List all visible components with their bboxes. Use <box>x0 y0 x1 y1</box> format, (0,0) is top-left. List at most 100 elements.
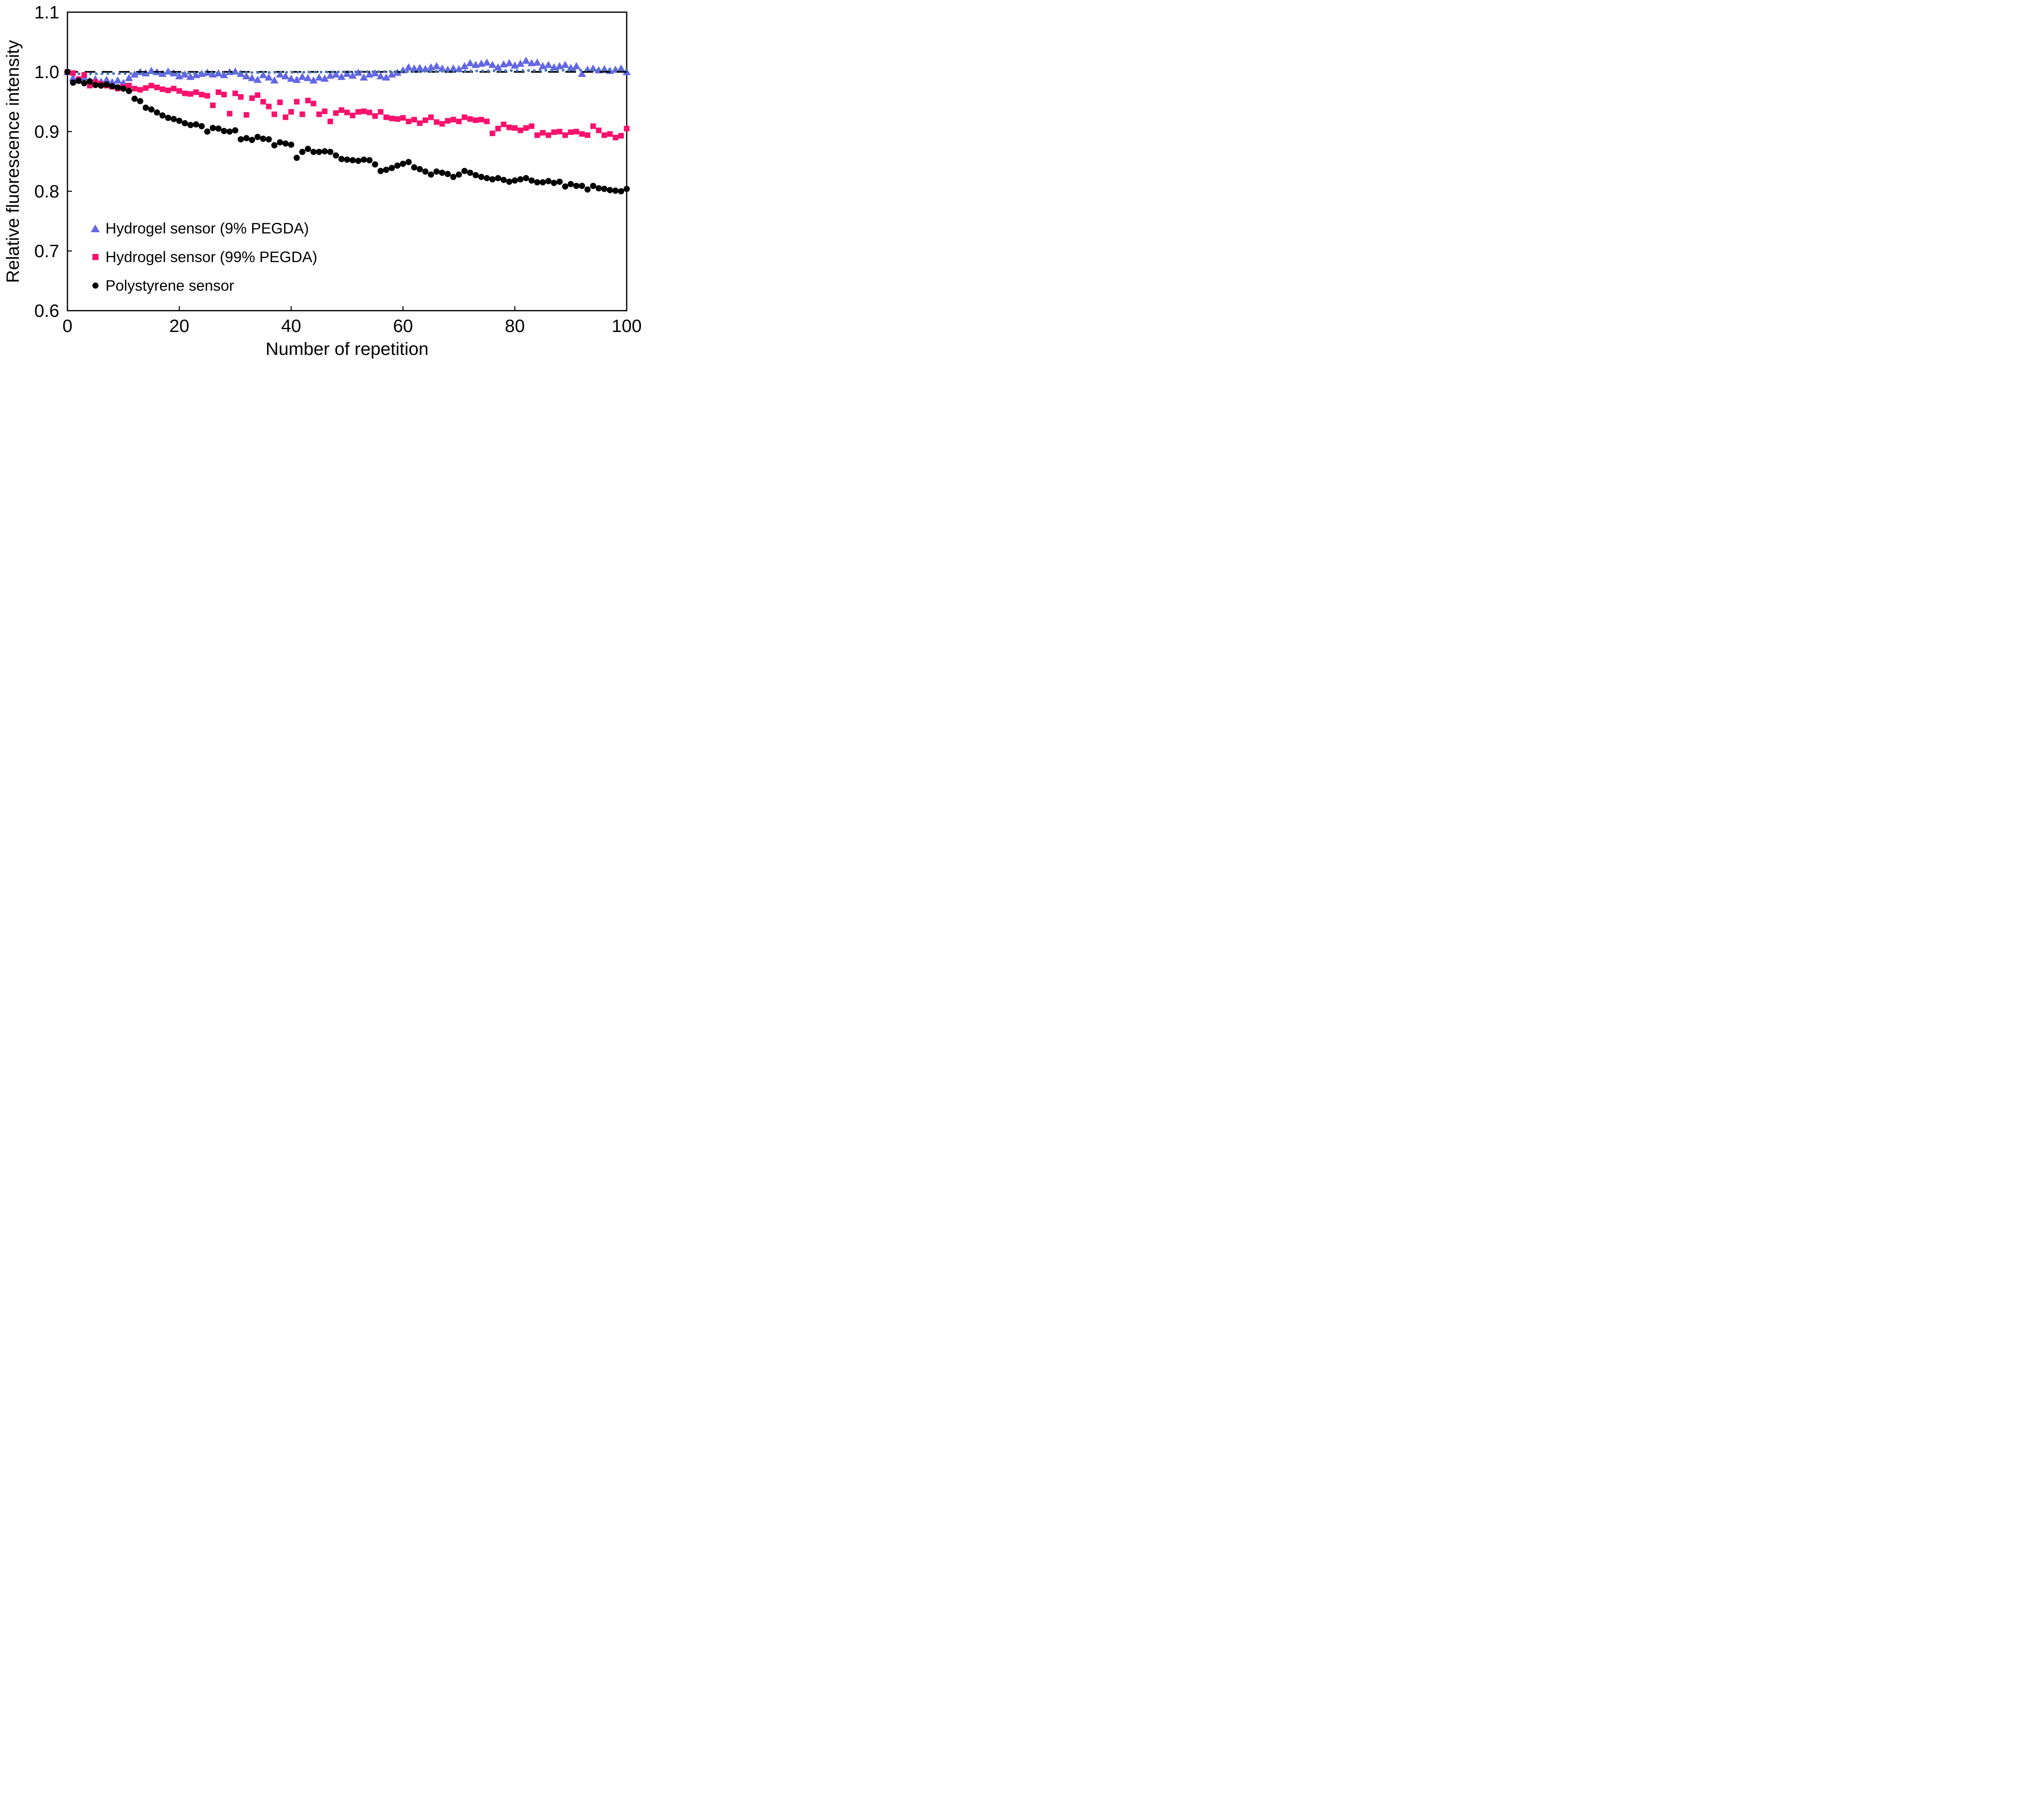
data-point-square <box>478 117 484 123</box>
data-point-square <box>445 118 451 124</box>
x-axis-title: Number of repetition <box>266 339 429 359</box>
data-point-circle <box>573 183 580 189</box>
data-point-square <box>411 117 417 123</box>
data-point-triangle <box>108 78 117 85</box>
data-point-triangle <box>114 76 122 84</box>
data-point-triangle <box>505 59 513 66</box>
data-point-square <box>243 112 249 118</box>
axis-ticks <box>67 11 628 312</box>
data-point-triangle <box>410 64 419 72</box>
reference-lines <box>66 68 628 76</box>
data-point-circle <box>551 179 557 186</box>
data-point-circle <box>372 161 379 168</box>
x-tick-label: 40 <box>281 316 301 336</box>
data-point-square <box>534 132 540 138</box>
data-point-square <box>512 125 518 131</box>
data-point-square <box>400 115 406 121</box>
data-point-circle <box>254 134 261 140</box>
data-point-triangle <box>555 62 564 70</box>
data-point-circle <box>344 156 350 163</box>
data-point-circle <box>165 114 171 121</box>
data-point-circle <box>70 79 76 86</box>
data-point-square <box>428 114 434 120</box>
data-point-circle <box>81 80 87 87</box>
data-point-circle <box>154 109 160 116</box>
data-point-triangle <box>460 62 469 70</box>
data-point-square <box>215 89 222 95</box>
data-point-square <box>557 129 563 135</box>
data-point-triangle <box>125 74 133 81</box>
data-point-triangle <box>181 70 189 78</box>
data-point-square <box>266 103 272 110</box>
data-point-circle <box>221 128 227 134</box>
x-tick-label: 100 <box>612 316 641 336</box>
data-point-triangle <box>511 61 519 69</box>
data-point-triangle <box>281 72 290 80</box>
hydrogel-9-trend-line <box>66 68 628 76</box>
data-point-square <box>585 132 591 138</box>
data-point-triangle <box>343 70 351 77</box>
data-point-triangle <box>264 73 273 81</box>
data-point-square <box>355 109 361 115</box>
data-point-triangle <box>315 73 323 81</box>
data-point-circle <box>612 187 619 194</box>
data-point-square <box>562 132 568 138</box>
data-point-square <box>394 116 400 122</box>
data-point-circle <box>193 121 199 128</box>
data-point-triangle <box>449 64 457 72</box>
data-point-circle <box>495 175 501 182</box>
data-point-circle <box>473 172 479 178</box>
data-point-circle <box>170 116 177 122</box>
data-point-square <box>523 125 529 131</box>
data-point-circle <box>500 177 507 183</box>
data-point-circle <box>450 174 457 180</box>
data-point-square <box>518 128 523 133</box>
data-point-square <box>495 126 501 132</box>
data-point-triangle <box>421 65 430 72</box>
data-point-circle <box>417 166 423 173</box>
y-tick-label: 0.8 <box>34 182 59 202</box>
data-point-square <box>327 119 333 124</box>
data-point-triangle <box>427 63 435 71</box>
data-point-square <box>612 135 619 141</box>
y-tick-label: 1.0 <box>34 62 59 82</box>
data-point-triangle <box>488 61 497 68</box>
data-point-circle <box>523 175 529 182</box>
data-point-circle <box>350 157 356 164</box>
data-point-square <box>132 85 137 92</box>
data-point-square <box>484 119 490 124</box>
data-point-circle <box>590 183 596 189</box>
data-point-square <box>193 89 199 95</box>
circle-marker-icon <box>87 283 104 289</box>
data-point-circle <box>540 179 546 186</box>
data-point-circle <box>265 136 272 143</box>
data-point-triangle <box>259 71 267 79</box>
scatter-plot: 0 20 40 60 80 100 0.6 0.7 0.8 0.9 1.0 1.1 Number of… <box>3 2 642 359</box>
data-point-circle <box>601 186 607 192</box>
data-point-square <box>590 123 596 129</box>
data-point-triangle <box>130 70 139 78</box>
data-point-triangle <box>466 59 474 66</box>
data-point-circle <box>489 176 496 183</box>
data-point-triangle <box>522 56 530 64</box>
data-point-triangle <box>186 72 195 80</box>
data-point-circle <box>294 155 300 161</box>
data-point-circle <box>478 174 484 180</box>
data-point-triangle <box>354 68 363 76</box>
data-point-circle <box>607 187 613 193</box>
data-point-triangle <box>561 61 569 68</box>
data-point-circle <box>327 148 334 155</box>
triangle-marker-icon <box>87 224 104 232</box>
data-point-square <box>422 117 428 123</box>
data-point-circle <box>288 141 294 148</box>
data-point-triangle <box>298 72 307 80</box>
data-point-square <box>601 132 607 138</box>
legend-item-hydrogel-99: Hydrogel sensor (99% PEGDA) <box>87 249 317 265</box>
data-point-square <box>221 92 227 98</box>
data-point-triangle <box>320 74 329 82</box>
data-point-circle <box>545 178 552 184</box>
data-point-square <box>182 90 188 96</box>
axis-tick-labels: 0 20 40 60 80 100 0.6 0.7 0.8 0.9 1.0 1.1 <box>34 2 642 336</box>
data-point-square <box>389 115 395 121</box>
data-point-triangle <box>360 73 368 81</box>
